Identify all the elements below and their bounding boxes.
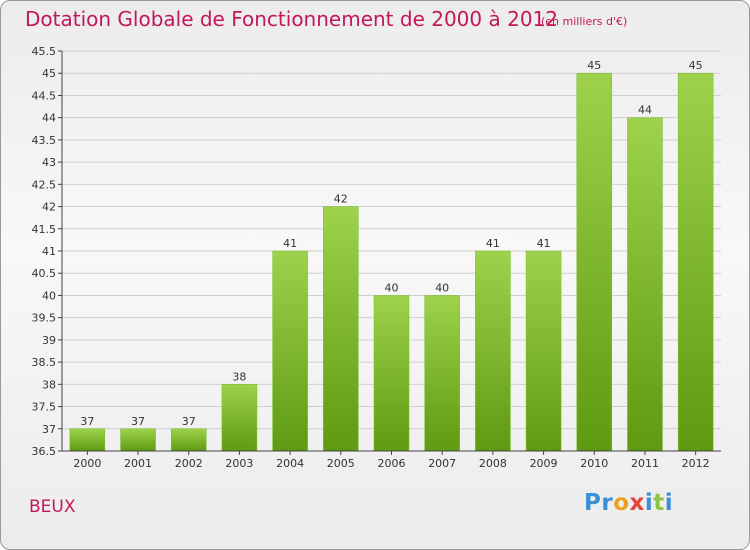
x-tick-label: 2001 <box>124 457 152 470</box>
proxiti-logo[interactable]: Proxiti <box>584 490 673 516</box>
y-tick-label: 41.5 <box>32 223 57 236</box>
data-label: 37 <box>131 415 145 428</box>
x-tick-label: 2008 <box>479 457 507 470</box>
y-tick-label: 38 <box>42 378 56 391</box>
data-label: 42 <box>334 193 348 206</box>
data-label: 40 <box>435 281 449 294</box>
bar-2008 <box>475 250 511 452</box>
y-tick-label: 44 <box>42 112 56 125</box>
data-label: 44 <box>638 104 652 117</box>
y-tick-label: 42.5 <box>32 178 57 191</box>
x-tick-label: 2010 <box>580 457 608 470</box>
logo-letter: o <box>613 490 630 516</box>
chart-subtitle: (en milliers d'€) <box>541 15 628 28</box>
chart-title: Dotation Globale de Fonctionnement de 20… <box>25 7 558 31</box>
logo-letter: P <box>584 490 602 516</box>
logo-letter: i <box>664 490 674 516</box>
bar-2001 <box>120 428 156 452</box>
x-tick-label: 2012 <box>682 457 710 470</box>
y-tick-label: 42 <box>42 201 56 214</box>
bar-2000 <box>69 428 106 452</box>
bar-2010 <box>576 72 613 452</box>
x-tick-label: 2006 <box>378 457 406 470</box>
logo-letter: t <box>653 490 665 516</box>
y-tick-label: 39 <box>42 334 56 347</box>
y-tick-label: 37.5 <box>32 401 57 414</box>
y-tick-label: 40.5 <box>32 267 57 280</box>
y-tick-label: 37 <box>42 423 56 436</box>
axes: 36.5 37 37.5 38 38.5 39 39.5 40 40.5 41 41.5 42 42.5… <box>32 45 721 470</box>
data-label: 45 <box>587 59 601 72</box>
bars <box>69 72 714 452</box>
y-tick-label: 43 <box>42 156 56 169</box>
bar-2012 <box>677 72 714 452</box>
y-tick-label: 36.5 <box>32 445 57 458</box>
x-tick-label: 2011 <box>631 457 659 470</box>
bar-2006 <box>373 295 410 452</box>
data-label: 38 <box>232 370 246 383</box>
x-tick-label: 2000 <box>73 457 101 470</box>
data-labels: 37 37 37 38 41 42 40 40 41 41 45 44 45 <box>80 59 702 428</box>
data-label: 41 <box>486 237 500 250</box>
bar-2003 <box>221 384 258 452</box>
bar-2004 <box>272 250 308 452</box>
y-tick-label: 40 <box>42 289 56 302</box>
y-tick-label: 38.5 <box>32 356 57 369</box>
bar-2011 <box>627 117 663 452</box>
y-tick-label: 41 <box>42 245 56 258</box>
x-tick-label: 2009 <box>530 457 558 470</box>
data-label: 40 <box>385 281 399 294</box>
bar-2005 <box>323 206 359 452</box>
data-label: 41 <box>283 237 297 250</box>
y-tick-label: 45.5 <box>32 45 57 58</box>
y-tick-label: 43.5 <box>32 134 57 147</box>
y-tick-label: 45 <box>42 67 56 80</box>
logo-letter: i <box>644 490 654 516</box>
x-tick-label: 2003 <box>225 457 253 470</box>
logo-letter: r <box>601 490 614 516</box>
x-tick-label: 2002 <box>175 457 203 470</box>
bar-2007 <box>424 295 460 452</box>
data-label: 45 <box>689 59 703 72</box>
x-tick-label: 2005 <box>327 457 355 470</box>
data-label: 37 <box>182 415 196 428</box>
y-tick-label: 44.5 <box>32 89 57 102</box>
y-tick-label: 39.5 <box>32 312 57 325</box>
data-label: 37 <box>80 415 94 428</box>
bar-2002 <box>170 428 207 452</box>
x-tick-label: 2007 <box>428 457 456 470</box>
x-tick-label: 2004 <box>276 457 304 470</box>
data-label: 41 <box>537 237 551 250</box>
logo-letter: x <box>629 490 645 516</box>
bar-2009 <box>525 250 562 452</box>
commune-name: BEUX <box>29 497 76 517</box>
